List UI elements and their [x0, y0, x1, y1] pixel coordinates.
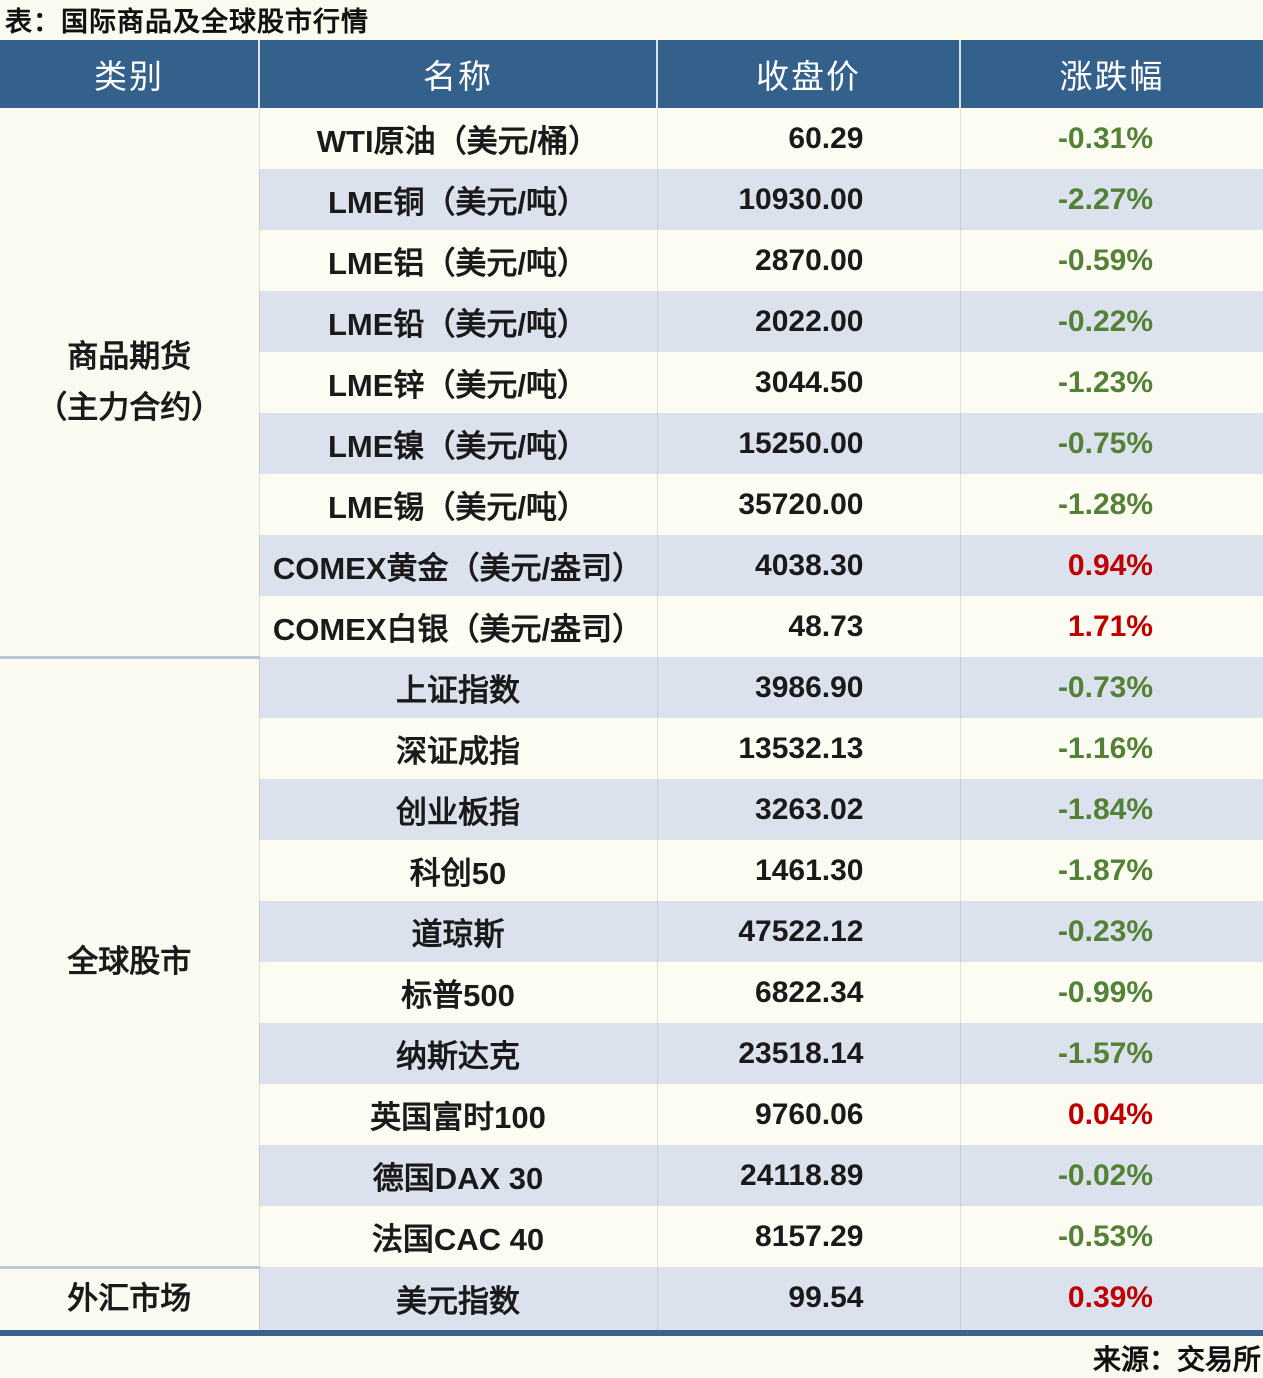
market-table: 类别 名称 收盘价 涨跌幅 商品期货 （主力合约） WTI原油（美元/桶） 60.2…	[0, 40, 1263, 1336]
table-row: 德国DAX 30 24118.89 -0.02%	[0, 1145, 1263, 1206]
close-cell: 15250.00	[656, 413, 960, 474]
name-cell: 深证成指	[258, 718, 657, 779]
table-row: LME镍（美元/吨） 15250.00 -0.75%	[0, 413, 1263, 474]
close-cell: 8157.29	[656, 1206, 960, 1267]
close-cell: 10930.00	[656, 169, 960, 230]
table-row: 英国富时100 9760.06 0.04%	[0, 1084, 1263, 1145]
table-row: 纳斯达克 23518.14 -1.57%	[0, 1023, 1263, 1084]
table-row: LME锡（美元/吨） 35720.00 -1.28%	[0, 474, 1263, 535]
change-cell: -1.28%	[959, 474, 1263, 535]
change-cell: -1.87%	[959, 840, 1263, 901]
table-row: LME锌（美元/吨） 3044.50 -1.23%	[0, 352, 1263, 413]
table-row: 法国CAC 40 8157.29 -0.53%	[0, 1206, 1263, 1267]
name-cell: LME铜（美元/吨）	[258, 169, 657, 230]
close-cell: 2870.00	[656, 230, 960, 291]
close-cell: 35720.00	[656, 474, 960, 535]
header-change: 涨跌幅	[959, 40, 1263, 108]
table-row: 科创50 1461.30 -1.87%	[0, 840, 1263, 901]
name-cell: 道琼斯	[258, 901, 657, 962]
change-cell: -1.23%	[959, 352, 1263, 413]
name-cell: 德国DAX 30	[258, 1145, 657, 1206]
table-row: 创业板指 3263.02 -1.84%	[0, 779, 1263, 840]
table-row: COMEX白银（美元/盎司） 48.73 1.71%	[0, 596, 1263, 657]
name-cell: LME锡（美元/吨）	[258, 474, 657, 535]
change-cell: -0.59%	[959, 230, 1263, 291]
name-cell: 标普500	[258, 962, 657, 1023]
change-cell: 0.39%	[959, 1267, 1263, 1333]
name-cell: COMEX白银（美元/盎司）	[258, 596, 657, 657]
table-body: 商品期货 （主力合约） WTI原油（美元/桶） 60.29 -0.31% LME铜（美元…	[0, 108, 1263, 1333]
table-header-row: 类别 名称 收盘价 涨跌幅	[0, 40, 1263, 108]
name-cell: 法国CAC 40	[258, 1206, 657, 1267]
change-cell: -0.23%	[959, 901, 1263, 962]
table-row: 外汇市场 美元指数 99.54 0.39%	[0, 1265, 1263, 1333]
table-row: LME铜（美元/吨） 10930.00 -2.27%	[0, 169, 1263, 230]
change-cell: -1.84%	[959, 779, 1263, 840]
close-cell: 99.54	[656, 1267, 960, 1333]
name-cell: LME锌（美元/吨）	[258, 352, 657, 413]
close-cell: 2022.00	[656, 291, 960, 352]
change-cell: -1.16%	[959, 718, 1263, 779]
close-cell: 4038.30	[656, 535, 960, 596]
close-cell: 24118.89	[656, 1145, 960, 1206]
name-cell: 纳斯达克	[258, 1023, 657, 1084]
change-cell: -0.31%	[959, 108, 1263, 169]
change-cell: -0.02%	[959, 1145, 1263, 1206]
close-cell: 3986.90	[656, 657, 960, 718]
change-cell: -2.27%	[959, 169, 1263, 230]
change-cell: -0.53%	[959, 1206, 1263, 1267]
name-cell: 创业板指	[258, 779, 657, 840]
close-cell: 60.29	[656, 108, 960, 169]
change-cell: -0.99%	[959, 962, 1263, 1023]
header-category: 类别	[0, 40, 259, 108]
close-cell: 3044.50	[656, 352, 960, 413]
table-row: 道琼斯 47522.12 -0.23%	[0, 901, 1263, 962]
close-cell: 6822.34	[656, 962, 960, 1023]
change-cell: -0.75%	[959, 413, 1263, 474]
close-cell: 9760.06	[656, 1084, 960, 1145]
source-note: 来源：交易所	[1092, 1344, 1261, 1375]
change-cell: -0.73%	[959, 657, 1263, 718]
name-cell: 英国富时100	[258, 1084, 657, 1145]
name-cell: COMEX黄金（美元/盎司）	[258, 535, 657, 596]
name-cell: LME铝（美元/吨）	[258, 230, 657, 291]
close-cell: 23518.14	[656, 1023, 960, 1084]
change-cell: 0.94%	[959, 535, 1263, 596]
table-row: LME铅（美元/吨） 2022.00 -0.22%	[0, 291, 1263, 352]
change-cell: -1.57%	[959, 1023, 1263, 1084]
category-cell: 全球股市	[0, 655, 259, 1267]
category-cell: 商品期货 （主力合约）	[0, 108, 259, 657]
change-cell: 0.04%	[959, 1084, 1263, 1145]
close-cell: 13532.13	[656, 718, 960, 779]
close-cell: 3263.02	[656, 779, 960, 840]
table-row: LME铝（美元/吨） 2870.00 -0.59%	[0, 230, 1263, 291]
table-row: 全球股市 上证指数 3986.90 -0.73%	[0, 655, 1263, 1267]
table-row: 深证成指 13532.13 -1.16%	[0, 718, 1263, 779]
table-row: 标普500 6822.34 -0.99%	[0, 962, 1263, 1023]
change-cell: 1.71%	[959, 596, 1263, 657]
name-cell: 美元指数	[258, 1267, 657, 1333]
name-cell: 上证指数	[258, 657, 657, 718]
header-close: 收盘价	[656, 40, 960, 108]
name-cell: LME镍（美元/吨）	[258, 413, 657, 474]
close-cell: 47522.12	[656, 901, 960, 962]
table-row: COMEX黄金（美元/盎司） 4038.30 0.94%	[0, 535, 1263, 596]
name-cell: LME铅（美元/吨）	[258, 291, 657, 352]
close-cell: 1461.30	[656, 840, 960, 901]
header-name: 名称	[258, 40, 657, 108]
close-cell: 48.73	[656, 596, 960, 657]
page-title: 表：国际商品及全球股市行情	[5, 7, 369, 37]
change-cell: -0.22%	[959, 291, 1263, 352]
category-cell: 外汇市场	[0, 1265, 259, 1333]
name-cell: 科创50	[258, 840, 657, 901]
table-row: 商品期货 （主力合约） WTI原油（美元/桶） 60.29 -0.31%	[0, 108, 1263, 657]
name-cell: WTI原油（美元/桶）	[258, 108, 657, 169]
